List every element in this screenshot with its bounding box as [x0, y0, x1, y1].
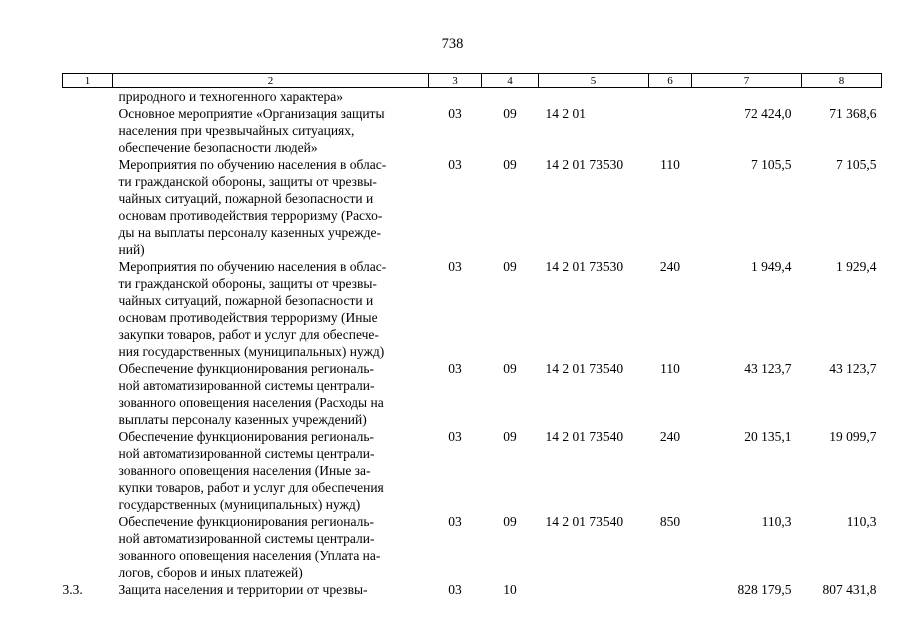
- cell-expense-type-code: [649, 581, 692, 598]
- cell-subsection-code: 09: [503, 361, 517, 376]
- cell-amount-2: 7 105,5: [836, 157, 877, 172]
- cell-target-article-code: 14 2 01 73540: [545, 429, 624, 444]
- cell-target-article-code: 14 2 01 73530: [545, 259, 624, 274]
- cell-target-article-code: 14 2 01 73540: [545, 361, 624, 376]
- table-row: Обеспечение функционирования региональ- …: [63, 513, 882, 581]
- cell-subsection-code: 10: [503, 582, 517, 597]
- table-row: Обеспечение функционирования региональ- …: [63, 360, 882, 428]
- header-cell-1: 1: [62, 73, 113, 88]
- cell-amount-1: 72 424,0: [744, 106, 792, 121]
- cell-subsection-code: 09: [503, 514, 517, 529]
- cell-target-article-code: 14 2 01: [545, 106, 587, 121]
- cell-expense-type-code: 850: [659, 514, 681, 529]
- cell-target-article-code: 14 2 01 73540: [545, 514, 624, 529]
- cell-section-code: 03: [448, 259, 462, 274]
- table-body: природного и техногенного характера» Осн…: [63, 88, 882, 599]
- cell-subsection-code: 09: [503, 106, 517, 121]
- cell-expense-type-code: [649, 88, 692, 106]
- header-cell-7: 7: [691, 73, 802, 88]
- cell-subsection-code: 09: [503, 429, 517, 444]
- cell-item-number: [63, 88, 113, 106]
- cell-item-number: [63, 513, 113, 581]
- cell-subsection-code: 09: [503, 259, 517, 274]
- header-cell-4: 4: [481, 73, 539, 88]
- cell-expense-type-code: [649, 105, 692, 156]
- cell-item-number: [63, 156, 113, 258]
- cell-amount-2: [802, 88, 882, 106]
- header-cell-2: 2: [112, 73, 429, 88]
- cell-target-article-code: [539, 88, 649, 106]
- cell-amount-2: 43 123,7: [829, 361, 877, 376]
- cell-amount-1: [692, 88, 802, 106]
- budget-table: 1 2 3 4 5 6 7 8 природного и техногенног…: [62, 73, 882, 598]
- table-row: 3.3. Защита населения и территории от чр…: [63, 581, 882, 598]
- table-row: Мероприятия по обучению населения в обла…: [63, 258, 882, 360]
- cell-target-article-code: 14 2 01 73530: [545, 157, 624, 172]
- cell-name: Обеспечение функционирования региональ- …: [118, 361, 384, 427]
- header-cell-8: 8: [801, 73, 882, 88]
- cell-amount-1: 828 179,5: [737, 582, 792, 597]
- cell-section-code: 03: [448, 429, 462, 444]
- cell-amount-1: 1 949,4: [751, 259, 792, 274]
- cell-name: Обеспечение функционирования региональ- …: [118, 514, 381, 580]
- cell-item-number: [63, 258, 113, 360]
- cell-section-code: [429, 88, 482, 106]
- cell-amount-2: 19 099,7: [829, 429, 877, 444]
- page-number: 738: [441, 36, 464, 52]
- header-cell-3: 3: [428, 73, 482, 88]
- cell-name: Основное мероприятие «Организация защиты…: [118, 106, 385, 155]
- cell-section-code: 03: [448, 361, 462, 376]
- cell-name: Мероприятия по обучению населения в обла…: [118, 157, 387, 257]
- table-row: Основное мероприятие «Организация защиты…: [63, 105, 882, 156]
- cell-expense-type-code: 240: [659, 259, 681, 274]
- cell-name: Защита населения и территории от чрезвы-: [118, 582, 368, 597]
- cell-item-number: [63, 105, 113, 156]
- header-cell-6: 6: [648, 73, 692, 88]
- cell-section-code: 03: [448, 157, 462, 172]
- table-header: 1 2 3 4 5 6 7 8: [62, 73, 882, 88]
- header-row: 1 2 3 4 5 6 7 8: [62, 73, 882, 88]
- table-row: природного и техногенного характера»: [63, 88, 882, 106]
- cell-amount-1: 43 123,7: [744, 361, 792, 376]
- cell-expense-type-code: 110: [660, 157, 680, 172]
- cell-item-number: [63, 360, 113, 428]
- cell-subsection-code: 09: [503, 157, 517, 172]
- cell-expense-type-code: 240: [659, 429, 681, 444]
- cell-item-number: [63, 428, 113, 513]
- cell-expense-type-code: 110: [660, 361, 680, 376]
- cell-target-article-code: [539, 581, 649, 598]
- cell-name: Обеспечение функционирования региональ- …: [118, 429, 384, 512]
- table-row: Мероприятия по обучению населения в обла…: [63, 156, 882, 258]
- table-row: Обеспечение функционирования региональ- …: [63, 428, 882, 513]
- header-cell-5: 5: [538, 73, 649, 88]
- cell-amount-2: 1 929,4: [836, 259, 877, 274]
- cell-amount-2: 71 368,6: [829, 106, 877, 121]
- cell-name: природного и техногенного характера»: [118, 89, 343, 104]
- cell-item-number: 3.3.: [62, 582, 83, 597]
- cell-amount-1: 110,3: [761, 514, 792, 529]
- cell-section-code: 03: [448, 582, 462, 597]
- cell-name: Мероприятия по обучению населения в обла…: [118, 259, 387, 359]
- cell-amount-1: 7 105,5: [751, 157, 792, 172]
- cell-amount-2: 807 431,8: [822, 582, 877, 597]
- cell-section-code: 03: [448, 106, 462, 121]
- cell-subsection-code: [482, 88, 539, 106]
- cell-amount-2: 110,3: [846, 514, 877, 529]
- cell-section-code: 03: [448, 514, 462, 529]
- cell-amount-1: 20 135,1: [744, 429, 792, 444]
